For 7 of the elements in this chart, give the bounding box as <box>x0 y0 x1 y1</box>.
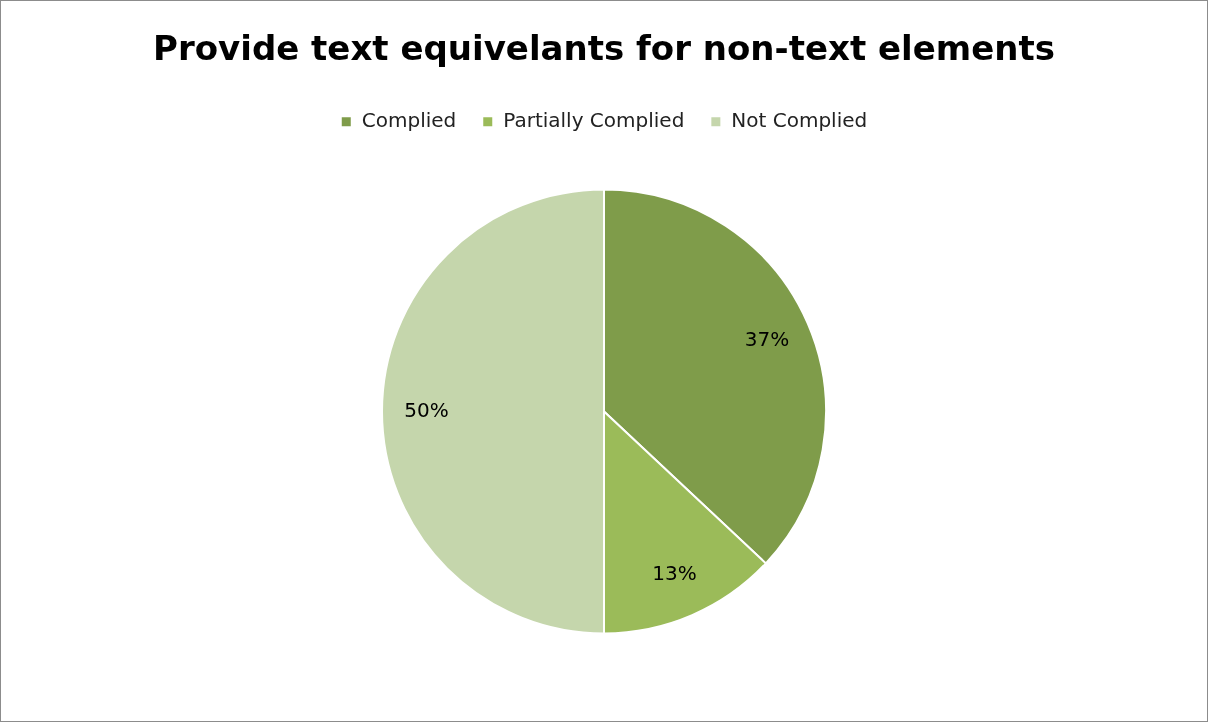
legend-label: Not Complied <box>731 108 868 132</box>
legend-label: Partially Complied <box>503 108 685 132</box>
legend-label: Complied <box>361 108 457 132</box>
data-label: 50% <box>404 397 449 422</box>
data-label: 37% <box>744 327 790 352</box>
data-label: 13% <box>652 560 697 585</box>
chart-title: Provide text equivelants for non-text elements <box>153 28 1055 69</box>
